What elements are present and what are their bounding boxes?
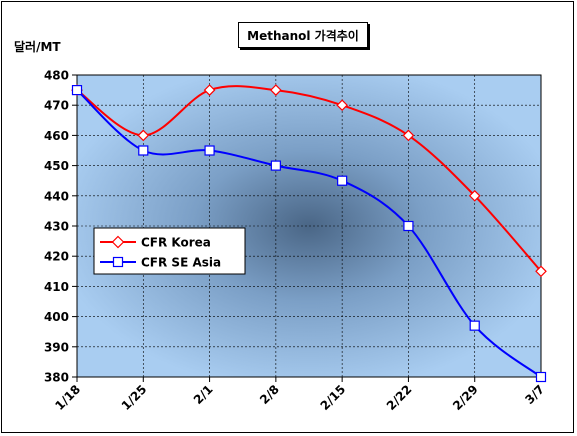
data-point-cfr-se-asia — [71, 84, 83, 96]
data-point-cfr-korea — [402, 129, 415, 142]
series-line-cfr-se-asia — [76, 89, 542, 378]
y-tick-label: 480 — [44, 69, 69, 83]
legend-label-cfr-se-asia: CFR SE Asia — [141, 256, 221, 270]
x-tick-label: 1/18 — [52, 382, 83, 413]
data-point-cfr-se-asia — [535, 371, 547, 383]
legend: CFR Korea CFR SE Asia — [93, 227, 246, 275]
y-tick-label: 400 — [44, 310, 69, 324]
data-point-cfr-se-asia — [270, 160, 281, 171]
x-axis-ticks: 1/18 1/25 2/1 2/8 2/15 2/22 2/29 3/7 — [52, 377, 547, 413]
series-group — [71, 84, 547, 383]
data-point-cfr-se-asia — [469, 320, 480, 331]
y-tick-label: 470 — [44, 99, 69, 113]
data-point-cfr-korea — [203, 84, 216, 96]
y-tick-label: 380 — [44, 371, 69, 385]
data-point-cfr-korea — [535, 265, 547, 278]
x-tick-label: 2/1 — [191, 382, 216, 407]
y-tick-label: 450 — [44, 159, 69, 173]
x-tick-label: 2/8 — [257, 382, 282, 407]
data-point-cfr-se-asia — [403, 220, 414, 232]
x-tick-label: 1/25 — [119, 382, 150, 413]
y-axis-unit-label: 달러/MT — [14, 40, 61, 54]
y-tick-label: 460 — [44, 129, 69, 143]
y-tick-label: 430 — [44, 220, 69, 234]
y-tick-label: 410 — [44, 280, 69, 294]
data-point-cfr-korea — [336, 99, 348, 112]
data-point-cfr-se-asia — [138, 145, 149, 156]
x-tick-label: 3/7 — [522, 382, 547, 407]
data-point-cfr-se-asia — [337, 175, 348, 186]
data-point-cfr-korea — [468, 189, 481, 202]
grid-lines — [77, 75, 541, 377]
data-point-cfr-se-asia — [204, 145, 215, 156]
data-point-cfr-korea — [137, 129, 150, 142]
legend-label-cfr-korea: CFR Korea — [141, 236, 211, 250]
chart-title: Methanol 가격추이 — [238, 22, 368, 48]
y-tick-label: 440 — [44, 189, 69, 203]
x-tick-label: 2/22 — [384, 382, 415, 413]
x-tick-label: 2/29 — [450, 382, 481, 413]
legend-marker-cfr-se-asia — [112, 256, 124, 268]
y-tick-label: 420 — [44, 250, 69, 264]
y-axis-ticks: 380 390 400 410 420 430 440 450 460 470 480 — [44, 69, 77, 385]
legend-marker-cfr-korea — [111, 235, 125, 249]
x-tick-label: 2/15 — [318, 382, 349, 413]
data-point-cfr-korea — [270, 84, 282, 96]
y-tick-label: 390 — [44, 340, 69, 354]
